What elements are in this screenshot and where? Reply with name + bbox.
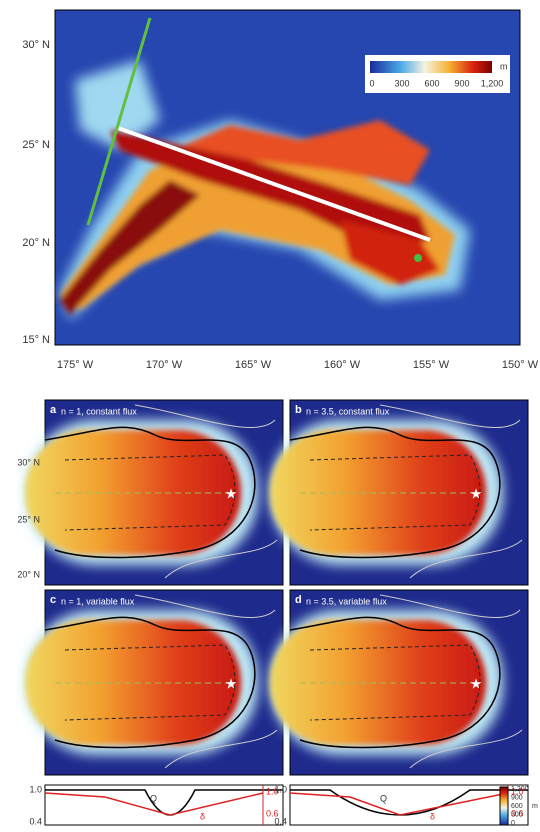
side-colorbar-unit: m — [532, 803, 538, 810]
star: ★ — [225, 486, 238, 502]
panel-label: b — [295, 404, 302, 416]
panel-label: a — [50, 404, 57, 416]
panel-label: d — [295, 594, 302, 606]
star: ★ — [225, 676, 238, 692]
star: ★ — [470, 486, 483, 502]
left-axis-tick: 1.0 — [29, 784, 42, 794]
side-colorbar-tick: 0 — [511, 820, 515, 827]
colorbar-tick: 600 — [424, 78, 439, 88]
profile-frame — [290, 785, 528, 825]
panel-title: n = 3.5, constant flux — [306, 406, 390, 416]
x-tick-label: 160° W — [324, 359, 361, 371]
side-colorbar-tick: 900 — [511, 794, 523, 801]
panel-y-tick: 20° N — [17, 569, 40, 579]
colorbar-tick: 300 — [394, 78, 409, 88]
colorbar-tick: 900 — [454, 78, 469, 88]
panel-y-tick: 25° N — [17, 514, 40, 524]
model-panel: ★ a n = 1, constant flux — [25, 400, 283, 585]
y-tick-label: 15° N — [22, 334, 50, 346]
panel-label: c — [50, 594, 56, 606]
curve-label: δ — [430, 811, 435, 821]
curve-label: Q — [380, 793, 387, 803]
panel-y-tick: 30° N — [17, 457, 40, 467]
curve-label: δ — [200, 811, 205, 821]
y-tick-label: 30° N — [22, 39, 50, 51]
side-colorbar-tick: 1,200 — [511, 786, 529, 793]
x-tick-label: 170° W — [146, 359, 183, 371]
page: { "map": { "yticks": ["30° N", "25° N", … — [0, 0, 540, 827]
x-tick-label: 175° W — [57, 359, 94, 371]
curve-label: Q — [150, 793, 157, 803]
panel-title: n = 1, variable flux — [61, 596, 135, 606]
profile-frame — [45, 785, 283, 825]
left-axis-tick: 0.4 — [29, 816, 42, 826]
left-axis-tick: 1.0 — [274, 784, 287, 794]
model-panel: ★ d n = 3.5, variable flux — [270, 590, 528, 775]
hotspot-marker — [414, 254, 422, 262]
colorbar-unit: m — [500, 61, 508, 71]
star: ★ — [470, 676, 483, 692]
model-panel: ★ c n = 1, variable flux — [25, 590, 283, 775]
y-tick-label: 25° N — [22, 139, 50, 151]
side-colorbar — [500, 787, 508, 825]
colorbar — [370, 61, 492, 73]
colorbar-tick: 0 — [369, 78, 374, 88]
figure: 30° N 25° N 20° N 15° N 175° W 170° W 165° W 16… — [0, 0, 540, 827]
y-tick-label: 20° N — [22, 237, 50, 249]
colorbar-tick: 1,200 — [481, 78, 504, 88]
x-tick-label: 165° W — [235, 359, 272, 371]
x-tick-label: 150° W — [502, 359, 539, 371]
x-tick-label: 155° W — [413, 359, 450, 371]
bathymetry-map: 30° N 25° N 20° N 15° N 175° W 170° W 165° W 16… — [22, 10, 538, 371]
panel-title: n = 1, constant flux — [61, 406, 137, 416]
left-axis-tick: 0.4 — [274, 816, 287, 826]
panel-title: n = 3.5, variable flux — [306, 596, 387, 606]
model-panel: ★ b n = 3.5, constant flux — [270, 400, 528, 585]
side-colorbar-tick: 300 — [511, 811, 523, 818]
side-colorbar-tick: 600 — [511, 803, 523, 810]
